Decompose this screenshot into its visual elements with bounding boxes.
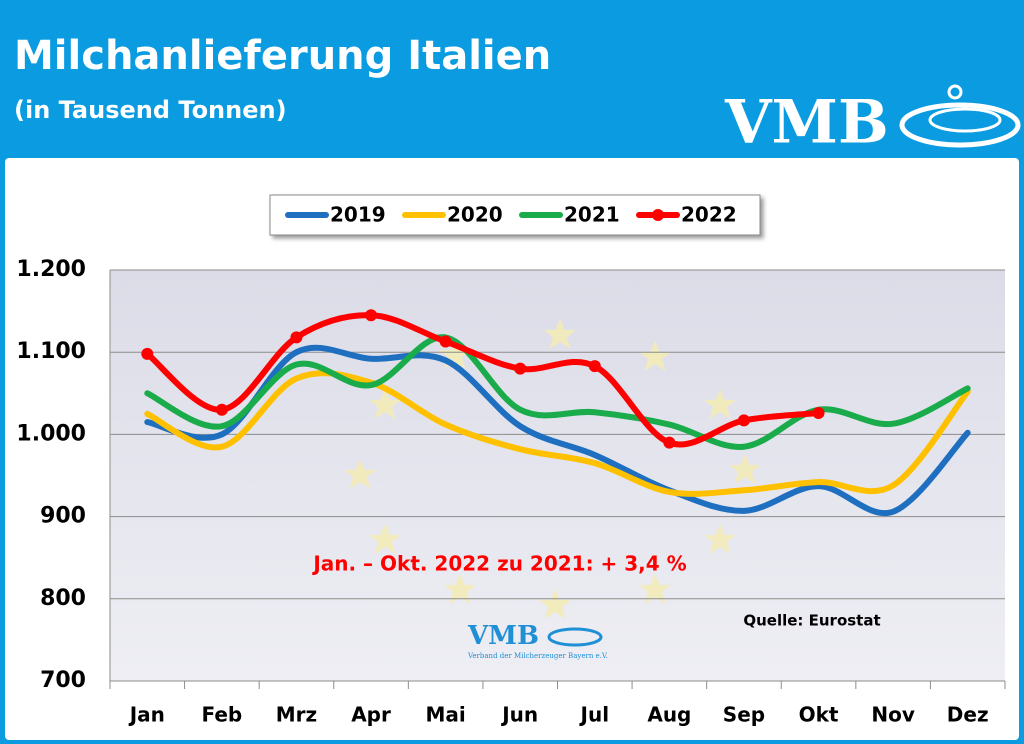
logo-swoosh (899, 102, 1021, 148)
data-point (737, 414, 750, 427)
annotation: Jan. – Okt. 2022 zu 2021: + 3,4 % (311, 552, 686, 576)
data-point (588, 360, 601, 373)
y-tick-label: 800 (40, 586, 86, 611)
x-tick-label: Okt (799, 703, 839, 727)
legend-items: 2019 2020 2021 2022 (285, 203, 737, 227)
x-tick-label: Feb (202, 703, 243, 727)
data-point (514, 362, 527, 375)
logo: VMB (724, 88, 889, 158)
x-tick-label: Jan (128, 703, 165, 727)
y-tick-label: 1.000 (16, 421, 86, 446)
legend-marker (652, 209, 664, 221)
chart-title: Milchanlieferung Italien (14, 33, 551, 79)
x-tick-label: Sep (723, 703, 765, 727)
series-line (144, 312, 822, 448)
grid: 700 800 900 1.000 1.100 1.200 Jan Feb Mrz Apr Mai J… (16, 257, 1006, 727)
series-line (144, 344, 971, 517)
data-point (290, 331, 303, 344)
x-tick-label: Mrz (276, 703, 317, 727)
data-point (365, 309, 378, 322)
legend-label: 2020 (447, 203, 503, 227)
x-tick-label: Mai (425, 703, 465, 727)
x-tick-label: Jul (579, 703, 610, 727)
logo-icon (947, 84, 963, 100)
source: Quelle: Eurostat (743, 612, 880, 630)
data-point (439, 335, 452, 348)
y-tick-label: 900 (40, 504, 86, 529)
chart-subtitle: (in Tausend Tonnen) (14, 96, 287, 124)
series-line (144, 334, 971, 450)
data-point (215, 403, 228, 416)
series (141, 309, 971, 517)
watermark-subtitle: Verband der Milcherzeuger Bayern e.V. (467, 652, 608, 660)
y-tick-label: 700 (40, 668, 86, 693)
logo-swoosh (928, 107, 1002, 133)
data-point (141, 347, 154, 360)
x-tick-label: Dez (947, 703, 989, 727)
y-tick-label: 1.200 (16, 257, 86, 282)
x-tick-label: Jun (500, 703, 538, 727)
watermark-swoosh (547, 627, 603, 647)
y-tick-label: 1.100 (16, 339, 86, 364)
x-tick-label: Aug (647, 703, 691, 727)
legend-label: 2019 (330, 203, 386, 227)
legend-label: 2022 (681, 203, 737, 227)
watermark-logo: VMB (467, 621, 539, 651)
data-point (663, 436, 676, 449)
x-tick-label: Apr (351, 703, 391, 727)
data-point (812, 407, 825, 420)
series-line (144, 370, 971, 497)
x-tick-label: Nov (871, 703, 915, 727)
legend-label: 2021 (564, 203, 620, 227)
